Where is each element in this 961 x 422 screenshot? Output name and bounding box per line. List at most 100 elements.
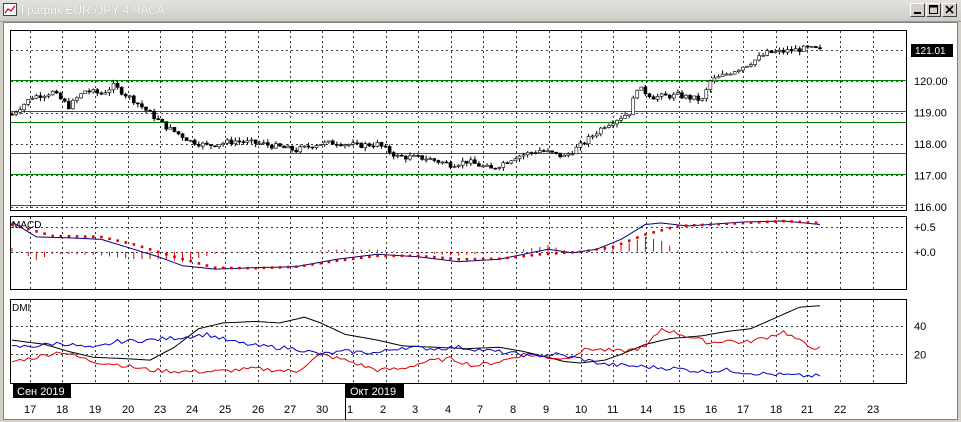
macd-signal-dot [270,266,274,269]
dmi-panel[interactable] [10,299,907,384]
candle-body [75,97,79,101]
candles [10,44,822,172]
candle-body [732,71,737,75]
month-label-oct-box [346,384,404,398]
candle-body [688,94,692,100]
day-tick-label: 27 [284,404,296,416]
candle-body [172,126,177,132]
candle-body [444,161,449,164]
macd-signal-dot [701,223,704,227]
candle-body [201,142,205,147]
macd-signal-dot [587,249,590,252]
candle-body [570,153,575,156]
candle-body [286,145,290,149]
candle-body [412,155,416,157]
macd-signal-dot [311,263,314,266]
candle-body [676,92,680,95]
macd-signal-dot [100,235,103,239]
candle-body [363,143,368,148]
candle-body [302,145,307,148]
macd-signal-dot [424,255,428,258]
day-tick-label: 7 [477,404,483,416]
candle-body [716,76,721,79]
candle-body [765,50,770,56]
candle-body [46,94,51,97]
macd-signal-dot [546,252,550,256]
candle-body [257,142,262,145]
candle-body [229,139,234,145]
macd-signal-dot [814,221,818,225]
minimize-button[interactable] [910,3,925,17]
day-tick-label: 14 [640,404,652,416]
macd-signal-dot [35,230,38,233]
day-tick-label: 8 [510,404,516,416]
candle-body [245,140,250,143]
window-titlebar[interactable]: График EUR /JPY 4 ЧАСА [0,0,961,22]
macd-signal-dot [595,248,599,251]
candle-body [456,164,461,167]
candle-body [529,152,534,154]
candle-body [684,94,688,99]
candle-body [745,65,749,68]
candle-body [497,167,502,169]
candle-body [383,145,388,148]
candle-body [542,150,546,152]
candle-body [91,89,96,93]
macd-signal-dot [798,220,802,224]
macd-signal-dot [644,233,647,236]
candle-body [42,95,47,98]
macd-signal-dot [189,259,193,263]
candle-body [704,89,709,99]
last-price-value: 121.01 [915,46,946,57]
candle-body [278,143,282,147]
macd-signal-dot [717,222,720,226]
candle-body [270,144,274,149]
candle-body [265,142,270,146]
candle-body [655,96,660,100]
candle-body [607,125,611,128]
candle-body [477,163,481,167]
macd-signal-dot [368,255,371,259]
macd-title: MACD [12,220,41,231]
candle-body [375,142,380,147]
candle-body [619,118,623,121]
macd-signal-dot [757,220,761,224]
macd-signal-dot [457,258,461,261]
maximize-button[interactable] [926,3,941,17]
macd-signal-dot [108,237,111,241]
macd-signal-dot [433,255,436,259]
candle-body [176,131,181,135]
candle-body [237,140,242,143]
macd-signal-dot [148,248,152,251]
candle-body [391,152,396,157]
candle-body [30,98,35,100]
dmi-title: DMI [12,303,30,314]
macd-signal-dot [766,220,769,224]
day-tick-label: 2 [380,404,386,416]
day-tick-label: 21 [801,404,813,416]
candle-body [639,86,644,91]
candle-body [54,90,59,94]
candle-body [432,158,437,161]
candle-body [387,146,392,153]
day-tick-label: 25 [219,404,231,416]
macd-signal-dot [408,254,412,258]
candle-body [533,152,538,154]
candle-body [724,73,729,76]
price-panel[interactable] [10,30,907,211]
macd-signal-dot [197,262,201,265]
macd-signal-dot [392,254,396,258]
day-tick-label: 30 [316,404,328,416]
candle-body [249,139,254,142]
macd-signal-dot [18,225,22,229]
close-button[interactable] [942,3,957,17]
day-tick-label: 19 [89,404,101,416]
month-label-sep-box [13,384,71,398]
macd-signal-dot [10,223,14,226]
macd-signal-dot [782,219,785,223]
candle-body [115,83,120,88]
macd-signal-dot [246,266,249,270]
candle-body [241,141,246,143]
day-tick-label: 3 [412,404,418,416]
